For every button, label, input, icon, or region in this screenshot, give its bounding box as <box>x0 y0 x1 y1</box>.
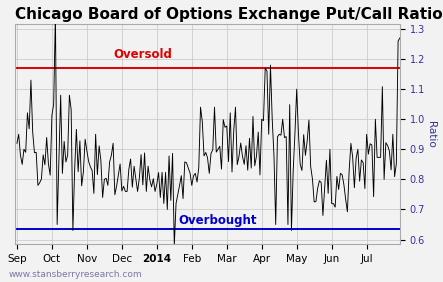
Y-axis label: Ratio: Ratio <box>426 121 436 148</box>
Text: Chicago Board of Options Exchange Put/Call Ratio: Chicago Board of Options Exchange Put/Ca… <box>15 7 443 22</box>
Text: www.stansberryresearch.com: www.stansberryresearch.com <box>9 270 143 279</box>
Text: Oversold: Oversold <box>113 49 172 61</box>
Text: Overbought: Overbought <box>179 213 257 227</box>
